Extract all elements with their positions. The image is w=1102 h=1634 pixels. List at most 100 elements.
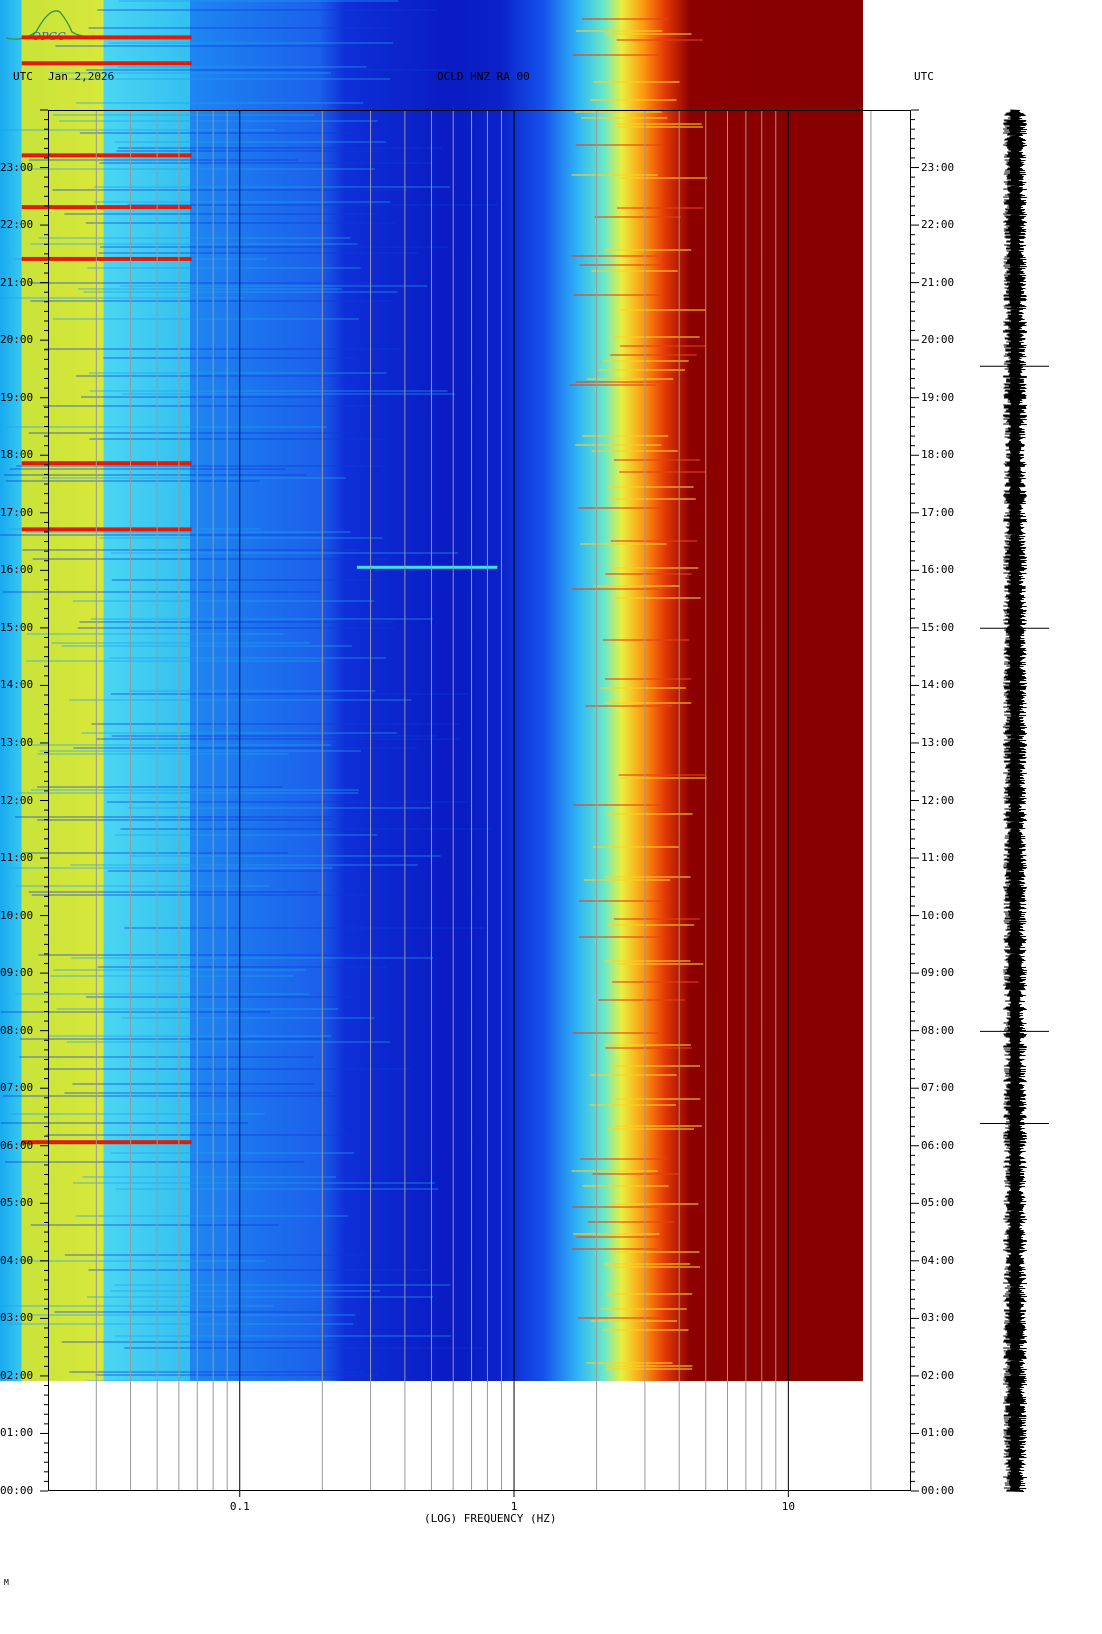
texture-row [114, 1284, 451, 1286]
texture-row [39, 750, 361, 752]
texture-row [605, 1293, 693, 1295]
texture-row [0, 297, 243, 299]
texture-row [14, 168, 375, 170]
texture-row [52, 189, 409, 191]
texture-row [52, 318, 359, 320]
texture-row [81, 396, 325, 398]
texture-row [77, 627, 394, 629]
texture-row [61, 1341, 350, 1343]
texture-row [575, 381, 662, 383]
texture-row [69, 1371, 364, 1373]
time-tick-label: 16:00 [921, 563, 955, 577]
texture-row [0, 1122, 248, 1124]
texture-row [590, 1320, 678, 1322]
texture-row [573, 1233, 660, 1235]
freq-tick-label: 1 [510, 1500, 518, 1513]
texture-row [604, 249, 692, 251]
texture-row [605, 1368, 693, 1370]
texture-row [1, 129, 276, 131]
texture-row [46, 1134, 350, 1136]
texture-row [572, 1032, 659, 1034]
texture-row [52, 114, 315, 116]
texture-row [96, 738, 460, 740]
texture-row [613, 336, 700, 338]
seismogram-trace [980, 109, 1049, 1492]
texture-row [575, 144, 663, 146]
texture-row [10, 1113, 266, 1115]
texture-row [88, 372, 387, 374]
time-tick-label: 17:00 [921, 505, 955, 519]
texture-row [66, 1041, 390, 1043]
texture-row [115, 834, 378, 836]
texture-row [69, 699, 412, 701]
texture-row [614, 459, 701, 461]
freq-tick-label: 10 [781, 1500, 795, 1513]
time-tick-label: 14:00 [0, 678, 34, 692]
time-tick-label: 05:00 [0, 1196, 34, 1210]
time-tick-label: 12:00 [921, 793, 955, 807]
texture-row [580, 543, 667, 545]
seismogram-line [1002, 109, 1028, 1492]
texture-row [25, 531, 351, 533]
texture-row [115, 1335, 452, 1337]
texture-row [579, 264, 666, 266]
x-axis-label: (LOG) FREQUENCY (HZ) [424, 1512, 557, 1525]
texture-row [26, 660, 325, 662]
texture-row [5, 1161, 305, 1163]
texture-row [603, 1263, 691, 1265]
texture-row [54, 1311, 324, 1313]
texture-row [613, 1266, 701, 1268]
texture-row [591, 270, 678, 272]
texture-row [30, 1224, 279, 1226]
time-tick-label: 23:00 [0, 160, 34, 174]
time-tick-label: 05:00 [921, 1196, 955, 1210]
texture-row [89, 438, 384, 440]
texture-row [571, 255, 658, 257]
spectrogram-rows [0, 0, 708, 1381]
time-tick-label: 17:00 [0, 505, 34, 519]
texture-row [37, 819, 332, 821]
texture-row [8, 867, 333, 869]
texture-row [31, 744, 331, 746]
texture-row [114, 141, 387, 143]
time-tick-label: 19:00 [921, 390, 955, 404]
time-tick-label: 16:00 [0, 563, 34, 577]
time-tick-label: 02:00 [0, 1368, 34, 1382]
texture-row [590, 1074, 677, 1076]
texture-row [118, 147, 443, 149]
texture-row [124, 1347, 483, 1349]
high-energy-row [21, 256, 192, 261]
texture-row [29, 282, 376, 284]
texture-row [573, 294, 660, 296]
texture-row [616, 963, 704, 965]
time-tick-label: 02:00 [921, 1368, 955, 1382]
time-tick-label: 06:00 [921, 1138, 955, 1152]
texture-row [15, 885, 270, 887]
texture-row [605, 1047, 692, 1049]
texture-row [44, 348, 401, 350]
texture-row [106, 801, 467, 803]
time-tick-label: 00:00 [921, 1484, 955, 1497]
texture-row [64, 213, 379, 215]
texture-row [64, 1254, 365, 1256]
texture-row [27, 633, 284, 635]
texture-row [577, 1317, 665, 1319]
texture-row [605, 678, 692, 680]
texture-row [31, 894, 367, 896]
texture-row [616, 39, 703, 41]
time-tick-label: 13:00 [0, 735, 34, 749]
texture-row [606, 1365, 693, 1367]
texture-row [9, 468, 286, 470]
time-tick-label: 03:00 [921, 1311, 955, 1325]
texture-row [2, 1305, 274, 1307]
texture-row [587, 378, 674, 380]
time-tick-label: 15:00 [921, 620, 955, 634]
high-energy-row [21, 527, 192, 532]
texture-row [85, 222, 395, 224]
texture-row [613, 1098, 701, 1100]
texture-row [99, 537, 383, 539]
time-tick-label: 08:00 [921, 1023, 955, 1037]
texture-row [38, 237, 351, 239]
high-energy-row [21, 61, 192, 66]
